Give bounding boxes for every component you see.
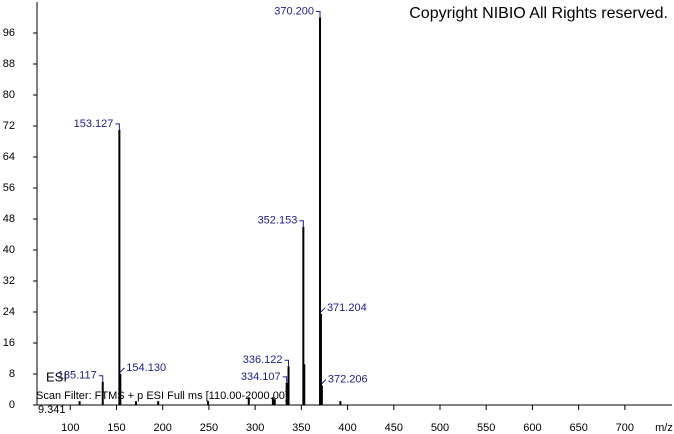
y-tick-label: 72: [3, 120, 15, 132]
y-tick-label: 16: [3, 337, 15, 349]
x-tick-label: 350: [292, 422, 310, 434]
label-bracket: [284, 359, 290, 367]
label-bracket: [321, 379, 327, 384]
x-tick-label: 300: [246, 422, 264, 434]
peak-label: 135.117: [58, 370, 97, 382]
x-tick-label: 600: [523, 422, 541, 434]
y-tick-label: 48: [3, 213, 15, 225]
y-tick-label: 88: [3, 58, 15, 70]
scan-filter: Scan Filter: FTMS + p ESI Full ms [110.0…: [36, 390, 288, 402]
y-tick-label: 64: [3, 151, 15, 163]
label-bracket: [119, 367, 125, 373]
x-tick-label: 400: [338, 422, 356, 434]
label-bracket: [115, 123, 120, 130]
x-tick-label: 550: [477, 422, 495, 434]
x-tick-label: 250: [200, 422, 218, 434]
x-tick-label: 100: [61, 422, 79, 434]
peak-label: 372.206: [328, 374, 368, 386]
label-bracket: [282, 376, 288, 383]
peak-label: 352.153: [258, 215, 298, 227]
y-tick-label: 80: [3, 89, 15, 101]
peak-label: 334.107: [241, 371, 281, 383]
y-tick-label: 8: [9, 368, 15, 380]
x-tick-label: 650: [569, 422, 587, 434]
peak-label: 371.204: [327, 302, 367, 314]
x-tick-label: 500: [431, 422, 449, 434]
copyright: Copyright NIBIO All Rights reserved.: [409, 5, 668, 22]
x-tick-label: 150: [107, 422, 125, 434]
y-tick-label: 56: [3, 182, 15, 194]
retention-note: 9.341: [38, 404, 66, 416]
peak-label: 370.200: [274, 5, 314, 17]
peak-label: 153.127: [74, 118, 114, 130]
peak-label: 154.130: [126, 362, 166, 374]
ion-mode: ESI: [46, 369, 67, 384]
y-tick-label: 32: [3, 275, 15, 287]
label-bracket: [299, 220, 304, 227]
peak-label: 336.122: [243, 354, 283, 366]
y-tick-label: 40: [3, 244, 15, 256]
y-tick-label: 24: [3, 306, 15, 318]
y-tick-label: 96: [3, 27, 15, 39]
label-bracket: [316, 11, 321, 18]
x-axis-label: m/z: [655, 422, 673, 434]
x-tick-label: 700: [616, 422, 634, 434]
y-tick-label: 0: [9, 399, 15, 411]
x-tick-label: 200: [154, 422, 172, 434]
label-bracket: [98, 375, 104, 382]
x-tick-label: 450: [385, 422, 403, 434]
label-bracket: [320, 307, 326, 313]
